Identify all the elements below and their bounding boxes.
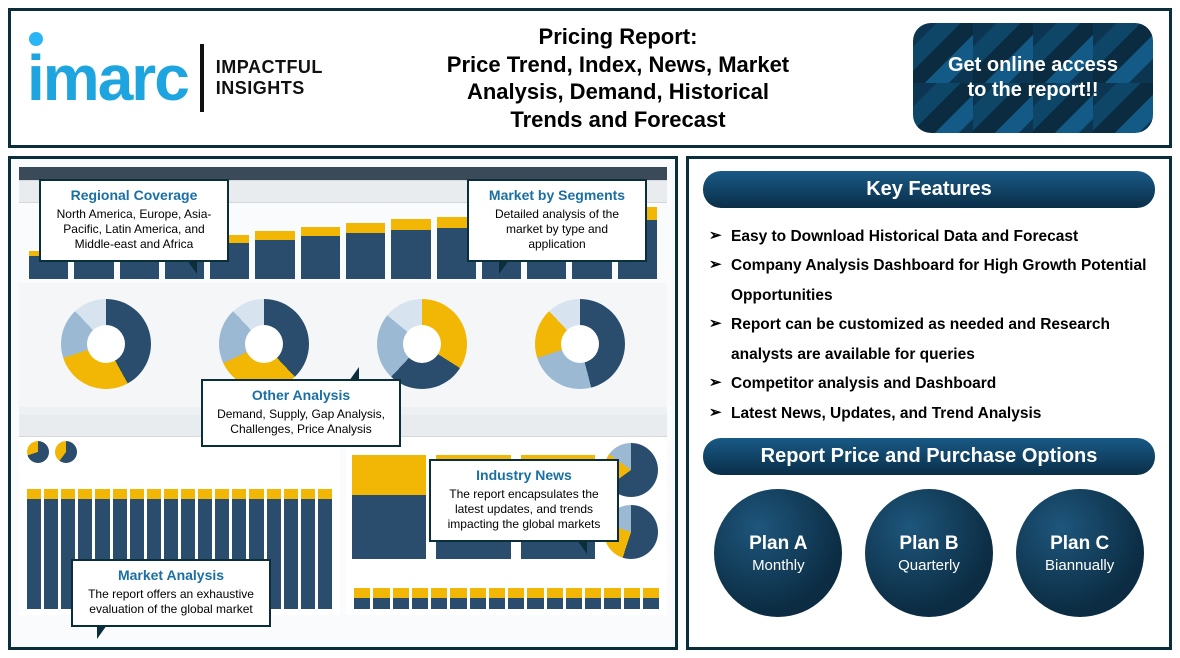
callout-tail-icon bbox=[577, 540, 587, 554]
bar bbox=[393, 588, 409, 609]
bar bbox=[643, 588, 659, 609]
bar bbox=[604, 588, 620, 609]
callout-heading: Market Analysis bbox=[83, 567, 259, 583]
callout-market: Market Analysis The report offers an exh… bbox=[71, 559, 271, 627]
brand-wordmark: imarc bbox=[27, 46, 188, 110]
tagline-line-1: IMPACTFUL bbox=[216, 57, 323, 78]
bar bbox=[346, 223, 385, 279]
stacked-column bbox=[352, 443, 426, 559]
bar bbox=[585, 588, 601, 609]
callout-heading: Regional Coverage bbox=[51, 187, 217, 203]
top-bar: imarc IMPACTFUL INSIGHTS Pricing Report:… bbox=[8, 8, 1172, 148]
callout-tail-icon bbox=[97, 625, 107, 639]
callout-body: The report offers an exhaustive evaluati… bbox=[83, 587, 259, 617]
feature-item: Report can be customized as needed and R… bbox=[709, 310, 1147, 369]
donut-chart bbox=[535, 299, 625, 389]
plan-name: Plan C bbox=[1050, 533, 1109, 555]
title-line-1: Pricing Report: bbox=[343, 23, 893, 51]
callout-heading: Industry News bbox=[441, 467, 607, 483]
callout-other: Other Analysis Demand, Supply, Gap Analy… bbox=[201, 379, 401, 447]
bar bbox=[354, 588, 370, 609]
feature-item: Easy to Download Historical Data and For… bbox=[709, 222, 1147, 251]
bar bbox=[284, 489, 298, 609]
bar bbox=[391, 219, 430, 279]
plan-period: Biannually bbox=[1045, 557, 1114, 574]
callout-body: The report encapsulates the latest updat… bbox=[441, 487, 607, 532]
bar bbox=[566, 588, 582, 609]
mini-donut-icon bbox=[27, 441, 49, 463]
bar bbox=[373, 588, 389, 609]
bar bbox=[255, 231, 294, 279]
callout-regional: Regional Coverage North America, Europe,… bbox=[39, 179, 229, 262]
bar bbox=[431, 588, 447, 609]
bar bbox=[301, 227, 340, 279]
bar bbox=[527, 588, 543, 609]
brand-logo: imarc IMPACTFUL INSIGHTS bbox=[27, 44, 323, 112]
bar bbox=[489, 588, 505, 609]
callout-heading: Other Analysis bbox=[213, 387, 389, 403]
bar bbox=[508, 588, 524, 609]
side-panel: Key Features Easy to Download Historical… bbox=[686, 156, 1172, 650]
title-line-3: Analysis, Demand, Historical bbox=[343, 78, 893, 106]
cta-button[interactable]: Get online access to the report!! bbox=[913, 23, 1153, 133]
feature-item: Latest News, Updates, and Trend Analysis bbox=[709, 399, 1147, 428]
key-features-list: Easy to Download Historical Data and For… bbox=[703, 208, 1155, 438]
brand-name: imarc bbox=[27, 42, 188, 114]
pricing-plans: Plan A Monthly Plan B Quarterly Plan C Biannu… bbox=[703, 475, 1155, 617]
callout-body: Demand, Supply, Gap Analysis, Challenges… bbox=[213, 407, 389, 437]
mini-donut-icon bbox=[55, 441, 77, 463]
callout-heading: Market by Segments bbox=[479, 187, 635, 203]
callout-body: North America, Europe, Asia-Pacific, Lat… bbox=[51, 207, 217, 252]
bar bbox=[450, 588, 466, 609]
key-features-header: Key Features bbox=[703, 171, 1155, 208]
bar bbox=[27, 489, 41, 609]
plan-name: Plan A bbox=[749, 533, 807, 555]
plan-name: Plan B bbox=[899, 533, 958, 555]
bar bbox=[44, 489, 58, 609]
bar bbox=[301, 489, 315, 609]
callout-tail-icon bbox=[187, 260, 197, 274]
brand-dot-icon bbox=[29, 32, 43, 46]
pricing-plan[interactable]: Plan C Biannually bbox=[1016, 489, 1144, 617]
pricing-header: Report Price and Purchase Options bbox=[703, 438, 1155, 475]
feature-item: Company Analysis Dashboard for High Grow… bbox=[709, 251, 1147, 310]
bar bbox=[547, 588, 563, 609]
callout-tail-icon bbox=[499, 260, 509, 274]
pricing-plan[interactable]: Plan A Monthly bbox=[714, 489, 842, 617]
pricing-plan[interactable]: Plan B Quarterly bbox=[865, 489, 993, 617]
logo-divider bbox=[200, 44, 204, 112]
callout-segments: Market by Segments Detailed analysis of … bbox=[467, 179, 647, 262]
plan-period: Monthly bbox=[752, 557, 805, 574]
plan-period: Quarterly bbox=[898, 557, 960, 574]
callout-body: Detailed analysis of the market by type … bbox=[479, 207, 635, 252]
title-line-2: Price Trend, Index, News, Market bbox=[343, 51, 893, 79]
tagline-line-2: INSIGHTS bbox=[216, 78, 323, 99]
feature-item: Competitor analysis and Dashboard bbox=[709, 369, 1147, 398]
chart-stacked-bars-right bbox=[346, 565, 667, 615]
bar bbox=[470, 588, 486, 609]
bar bbox=[412, 588, 428, 609]
dashboard-preview: Regional Coverage North America, Europe,… bbox=[8, 156, 678, 650]
bar bbox=[318, 489, 332, 609]
cta-label: Get online access to the report!! bbox=[937, 53, 1129, 103]
donut-chart bbox=[377, 299, 467, 389]
donut-chart bbox=[219, 299, 309, 389]
callout-industry: Industry News The report encapsulates th… bbox=[429, 459, 619, 542]
bar bbox=[624, 588, 640, 609]
donut-chart bbox=[61, 299, 151, 389]
title-line-4: Trends and Forecast bbox=[343, 106, 893, 134]
report-title: Pricing Report: Price Trend, Index, News… bbox=[343, 23, 893, 133]
callout-tail-icon bbox=[349, 367, 359, 381]
brand-tagline: IMPACTFUL INSIGHTS bbox=[216, 57, 323, 98]
